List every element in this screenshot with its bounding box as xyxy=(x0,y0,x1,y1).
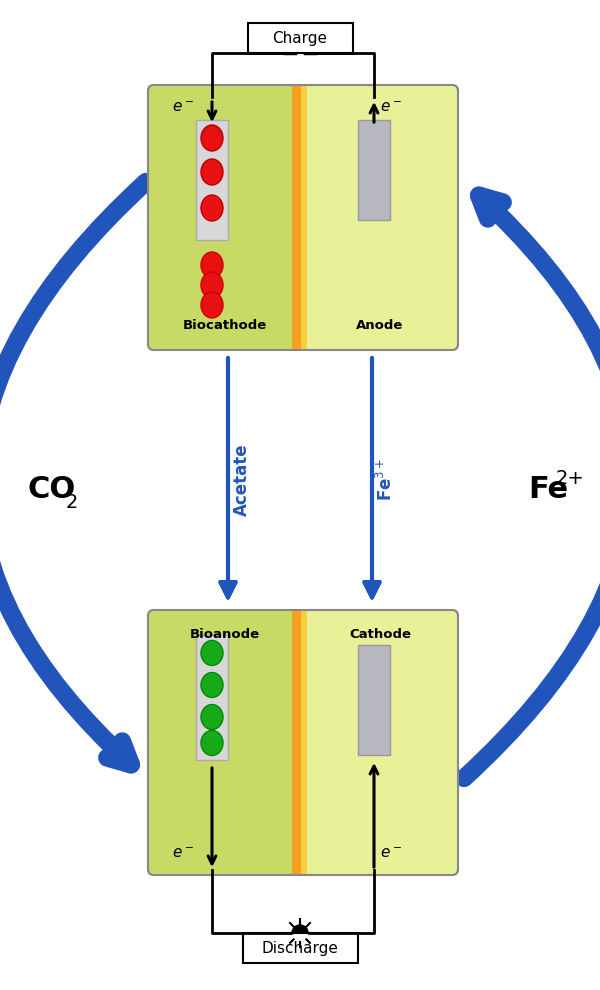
Text: Acetate: Acetate xyxy=(233,444,251,517)
Text: CO: CO xyxy=(28,475,76,505)
Ellipse shape xyxy=(201,252,223,278)
Text: Cathode: Cathode xyxy=(349,628,411,641)
Ellipse shape xyxy=(201,731,223,755)
FancyBboxPatch shape xyxy=(148,85,303,350)
FancyBboxPatch shape xyxy=(148,610,303,875)
Bar xyxy=(292,610,301,875)
Text: $e^-$: $e^-$ xyxy=(380,100,402,115)
Bar xyxy=(301,85,307,350)
Ellipse shape xyxy=(201,292,223,318)
Text: Anode: Anode xyxy=(356,319,404,332)
Bar xyxy=(196,635,228,760)
Ellipse shape xyxy=(201,159,223,185)
Text: Fe$^{3+}$: Fe$^{3+}$ xyxy=(376,458,396,502)
Text: Charge: Charge xyxy=(272,31,328,46)
Text: $e^-$: $e^-$ xyxy=(172,845,194,860)
Bar xyxy=(196,120,228,240)
Bar xyxy=(301,610,307,875)
Text: $e^-$: $e^-$ xyxy=(172,100,194,115)
Ellipse shape xyxy=(201,672,223,698)
Text: 2: 2 xyxy=(66,492,78,512)
Ellipse shape xyxy=(201,641,223,665)
Bar xyxy=(292,85,301,350)
Text: Bioanode: Bioanode xyxy=(190,628,260,641)
Ellipse shape xyxy=(201,125,223,151)
FancyArrowPatch shape xyxy=(464,195,600,778)
Text: Discharge: Discharge xyxy=(262,940,338,955)
Ellipse shape xyxy=(292,925,308,941)
Text: Biocathode: Biocathode xyxy=(183,319,267,332)
FancyBboxPatch shape xyxy=(303,85,458,350)
FancyArrowPatch shape xyxy=(0,182,146,764)
Text: $e^-$: $e^-$ xyxy=(380,845,402,860)
Ellipse shape xyxy=(201,272,223,298)
Ellipse shape xyxy=(201,705,223,730)
Bar xyxy=(358,120,390,220)
Bar xyxy=(248,23,353,53)
Ellipse shape xyxy=(201,195,223,221)
Text: Fe: Fe xyxy=(528,475,568,505)
Text: 2+: 2+ xyxy=(556,468,584,487)
Bar xyxy=(243,933,358,963)
Bar xyxy=(358,645,390,755)
FancyBboxPatch shape xyxy=(303,610,458,875)
